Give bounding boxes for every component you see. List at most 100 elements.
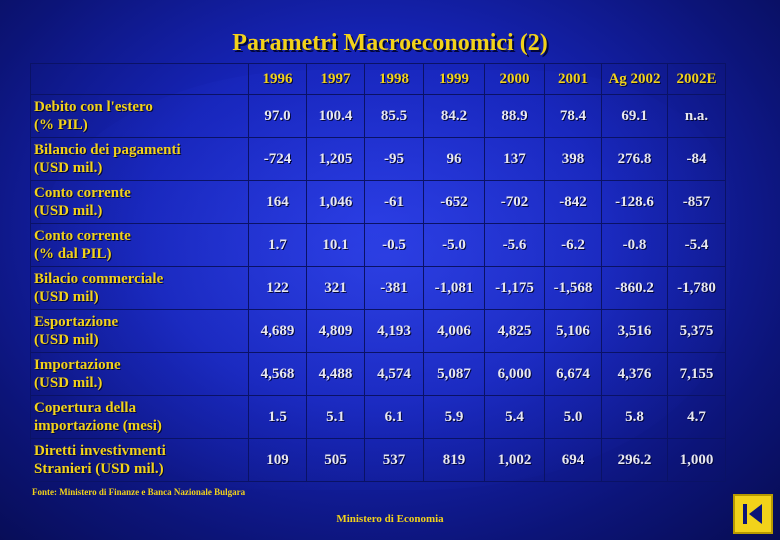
table-cell: 4,376 — [601, 352, 668, 396]
row-label-line: Conto corrente — [34, 185, 131, 201]
table-cell: 5,106 — [544, 309, 602, 353]
row-label-line: Copertura della — [34, 400, 137, 416]
table-cell: 1.5 — [248, 395, 307, 439]
row-label-line: (USD mil) — [34, 332, 99, 348]
end-slide-button[interactable] — [733, 494, 773, 534]
row-label-line: (% dal PIL) — [34, 246, 112, 262]
table-cell: 6,674 — [544, 352, 602, 396]
header-corner-cell — [30, 63, 249, 95]
table-cell: -0.8 — [601, 223, 668, 267]
table-row: Esportazione (USD mil) 4,689 4,809 4,193 … — [30, 309, 726, 353]
table-cell: 694 — [544, 438, 602, 482]
table-cell: 321 — [306, 266, 365, 310]
table-row: Bilancio dei pagamenti (USD mil.) -724 1,… — [30, 137, 726, 181]
table-row: Diretti investivmenti Stranieri (USD mil.… — [30, 438, 726, 482]
row-label: Esportazione (USD mil) — [30, 309, 249, 353]
table-cell: -5.0 — [423, 223, 485, 267]
table-cell: 6,000 — [484, 352, 545, 396]
table-cell: 5,375 — [667, 309, 726, 353]
table-cell: -860.2 — [601, 266, 668, 310]
row-label-line: Diretti investivmenti — [34, 443, 166, 459]
row-label-line: Debito con l'estero — [34, 99, 153, 115]
row-label-line: (USD mil.) — [34, 375, 103, 391]
table-cell: 5.9 — [423, 395, 485, 439]
table-cell: 4,193 — [364, 309, 424, 353]
table-cell: 4,825 — [484, 309, 545, 353]
table-cell: 137 — [484, 137, 545, 181]
table-cell: -6.2 — [544, 223, 602, 267]
table-cell: -702 — [484, 180, 545, 224]
table-cell: 10.1 — [306, 223, 365, 267]
row-label: Bilancio dei pagamenti (USD mil.) — [30, 137, 249, 181]
table-cell: n.a. — [667, 94, 726, 138]
row-label-line: Bilacio commerciale — [34, 271, 164, 287]
table-cell: -5.6 — [484, 223, 545, 267]
table-cell: -84 — [667, 137, 726, 181]
year-header: Ag 2002 — [601, 63, 668, 95]
table-cell: 505 — [306, 438, 365, 482]
table-cell: -5.4 — [667, 223, 726, 267]
table-cell: 398 — [544, 137, 602, 181]
row-label: Debito con l'estero (% PIL) — [30, 94, 249, 138]
slide-title: Parametri Macroeconomici (2) — [232, 30, 548, 56]
table-cell: -1,175 — [484, 266, 545, 310]
table-row: Conto corrente (USD mil.) 164 1,046 -61 -… — [30, 180, 726, 224]
table-cell: 276.8 — [601, 137, 668, 181]
table-cell: 537 — [364, 438, 424, 482]
table-cell: -652 — [423, 180, 485, 224]
year-header: 1998 — [364, 63, 424, 95]
table-cell: 819 — [423, 438, 485, 482]
row-label: Bilacio commerciale (USD mil) — [30, 266, 249, 310]
row-label-line: (% PIL) — [34, 117, 88, 133]
row-label-line: Bilancio dei pagamenti — [34, 142, 181, 158]
table-cell: 6.1 — [364, 395, 424, 439]
table-cell: 4,488 — [306, 352, 365, 396]
row-label: Importazione (USD mil.) — [30, 352, 249, 396]
row-label: Conto corrente (% dal PIL) — [30, 223, 249, 267]
table-cell: 1,046 — [306, 180, 365, 224]
table-cell: 5.1 — [306, 395, 365, 439]
source-note: Fonte: Ministero di Finanze e Banca Nazi… — [32, 487, 246, 497]
year-header: 2000 — [484, 63, 545, 95]
table-cell: 5.8 — [601, 395, 668, 439]
table-cell: -1,568 — [544, 266, 602, 310]
table-row: Importazione (USD mil.) 4,568 4,488 4,574… — [30, 352, 726, 396]
year-header: 1997 — [306, 63, 365, 95]
year-header: 1996 — [248, 63, 307, 95]
table-cell: 1,205 — [306, 137, 365, 181]
table-cell: -61 — [364, 180, 424, 224]
table-cell: -1,780 — [667, 266, 726, 310]
row-label-line: (USD mil.) — [34, 160, 103, 176]
table-cell: -95 — [364, 137, 424, 181]
row-label: Conto corrente (USD mil.) — [30, 180, 249, 224]
table-row: Conto corrente (% dal PIL) 1.7 10.1 -0.5 … — [30, 223, 726, 267]
table-cell: 4,809 — [306, 309, 365, 353]
table-cell: -1,081 — [423, 266, 485, 310]
table-cell: 88.9 — [484, 94, 545, 138]
row-label-line: Conto corrente — [34, 228, 131, 244]
row-label-line: Stranieri (USD mil.) — [34, 461, 164, 477]
year-header: 2002E — [667, 63, 726, 95]
table-cell: -724 — [248, 137, 307, 181]
table-cell: -0.5 — [364, 223, 424, 267]
table-cell: 4.7 — [667, 395, 726, 439]
table-cell: 78.4 — [544, 94, 602, 138]
row-label-line: Importazione — [34, 357, 121, 373]
end-slide-icon — [743, 504, 762, 524]
table-cell: 4,006 — [423, 309, 485, 353]
table-cell: 4,689 — [248, 309, 307, 353]
footer-label: Ministero di Economia — [336, 513, 444, 525]
table-cell: 84.2 — [423, 94, 485, 138]
table-cell: 1.7 — [248, 223, 307, 267]
table-cell: 1,002 — [484, 438, 545, 482]
row-label-line: (USD mil.) — [34, 203, 103, 219]
table-cell: 5,087 — [423, 352, 485, 396]
table-cell: 1,000 — [667, 438, 726, 482]
table-cell: 4,574 — [364, 352, 424, 396]
table-cell: 85.5 — [364, 94, 424, 138]
row-label-line: importazione (mesi) — [34, 418, 162, 434]
table-cell: 5.0 — [544, 395, 602, 439]
table-row: Debito con l'estero (% PIL) 97.0 100.4 85… — [30, 94, 726, 138]
row-label: Copertura della importazione (mesi) — [30, 395, 249, 439]
table-cell: 96 — [423, 137, 485, 181]
